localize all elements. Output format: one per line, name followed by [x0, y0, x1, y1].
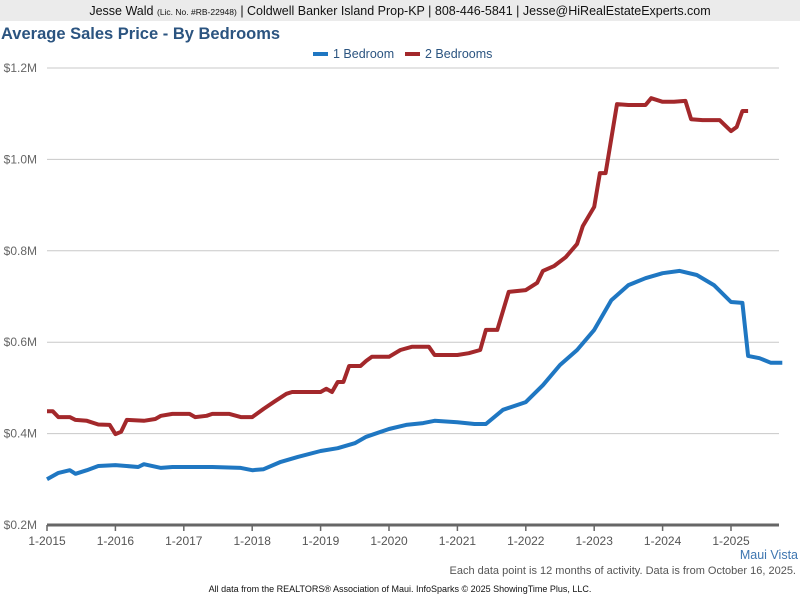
x-tick-label: 1-2023 — [576, 534, 614, 548]
y-tick-label: $0.8M — [4, 244, 37, 258]
x-tick-label: 1-2021 — [439, 534, 477, 548]
x-tick-label: 1-2025 — [712, 534, 750, 548]
y-tick-label: $0.6M — [4, 335, 37, 349]
series-line-1 — [46, 268, 783, 482]
y-tick-label: $0.2M — [4, 518, 37, 532]
y-tick-label: $1.2M — [4, 61, 37, 75]
x-tick-label: 1-2016 — [97, 534, 135, 548]
x-tick-label: 1-2024 — [644, 534, 682, 548]
agent-header: Jesse Wald (Lic. No. #RB-22948) | Coldwe… — [0, 0, 800, 21]
x-tick-label: 1-2020 — [370, 534, 408, 548]
legend-label: 2 Bedrooms — [425, 47, 492, 61]
data-note: Each data point is 12 months of activity… — [449, 565, 796, 577]
y-tick-label: $0.4M — [4, 427, 37, 441]
agent-name: Jesse Wald — [89, 4, 154, 18]
x-tick-label: 1-2015 — [28, 534, 66, 548]
y-tick-label: $1.0M — [4, 152, 37, 166]
footer-credit: All data from the REALTORS® Association … — [208, 584, 592, 594]
agent-contact: | Coldwell Banker Island Prop-KP | 808-4… — [240, 4, 711, 18]
chart-title: Average Sales Price - By Bedrooms — [1, 25, 281, 43]
x-tick-label: 1-2017 — [165, 534, 203, 548]
legend-label: 1 Bedroom — [333, 47, 394, 61]
x-tick-label: 1-2019 — [302, 534, 340, 548]
x-tick-label: 1-2022 — [507, 534, 545, 548]
series-line-2 — [47, 96, 749, 437]
license-number: (Lic. No. #RB-22948) — [156, 7, 237, 17]
region-label[interactable]: Maui Vista — [739, 548, 798, 562]
x-tick-label: 1-2018 — [234, 534, 272, 548]
